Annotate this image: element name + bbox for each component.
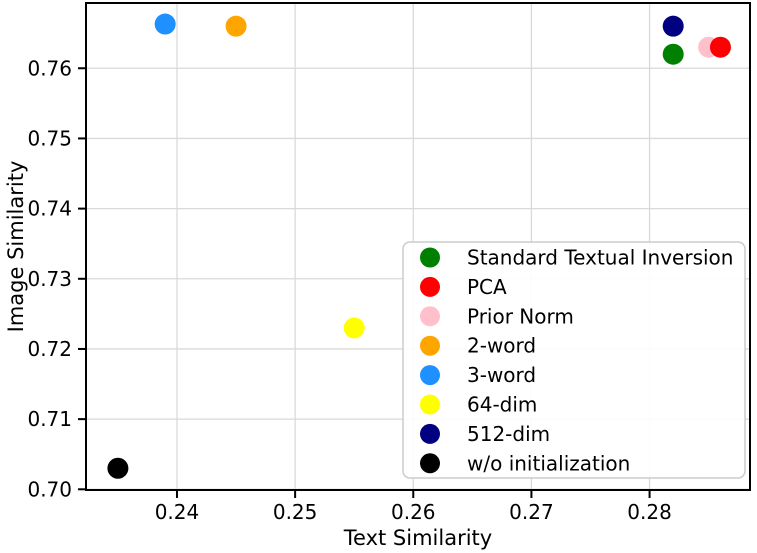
legend-marker-standard-textual-inversion (420, 247, 440, 268)
x-tick-label: 0.25 (273, 500, 318, 524)
legend-marker-64-dim (420, 394, 440, 415)
legend-label: w/o initialization (467, 451, 630, 475)
legend-marker-pca (420, 276, 440, 297)
legend-label: Prior Norm (467, 304, 574, 328)
y-tick-label: 0.73 (27, 267, 72, 291)
legend-label: 3-word (467, 363, 536, 387)
plot-border (85, 2, 751, 491)
y-axis-label: Image Similarity (4, 161, 28, 333)
legend-marker-512-dim (420, 423, 440, 444)
data-point-64-dim (343, 317, 365, 339)
x-tick-label: 0.27 (509, 500, 554, 524)
legend-label: PCA (467, 275, 507, 299)
data-point-pca (709, 36, 731, 58)
y-tick-label: 0.72 (27, 337, 72, 361)
legend-box (402, 241, 746, 479)
y-tick-label: 0.75 (27, 126, 72, 150)
y-tick-label: 0.74 (27, 197, 72, 221)
legend-marker-3-word (420, 365, 440, 386)
legend-label: Standard Textual Inversion (467, 246, 733, 270)
x-tick-label: 0.28 (627, 500, 672, 524)
data-point-3-word (154, 13, 176, 35)
legend-marker-2-word (420, 335, 440, 356)
data-point-w-o-initialization (107, 457, 129, 479)
y-tick-label: 0.70 (27, 477, 72, 501)
legend-label: 512-dim (467, 422, 550, 446)
y-tick-label: 0.76 (27, 56, 72, 80)
y-tick-label: 0.71 (27, 407, 72, 431)
data-point-512-dim (662, 15, 684, 37)
legend-marker-w-o-initialization (420, 453, 440, 474)
x-axis-label: Text Similarity (343, 526, 492, 550)
legend-label: 64-dim (467, 393, 537, 417)
x-tick-label: 0.26 (391, 500, 436, 524)
data-point-2-word (225, 15, 247, 37)
legend-label: 2-word (467, 334, 536, 358)
legend-marker-prior-norm (420, 306, 440, 327)
x-tick-label: 0.24 (155, 500, 200, 524)
data-point-standard-textual-inversion (662, 43, 684, 65)
